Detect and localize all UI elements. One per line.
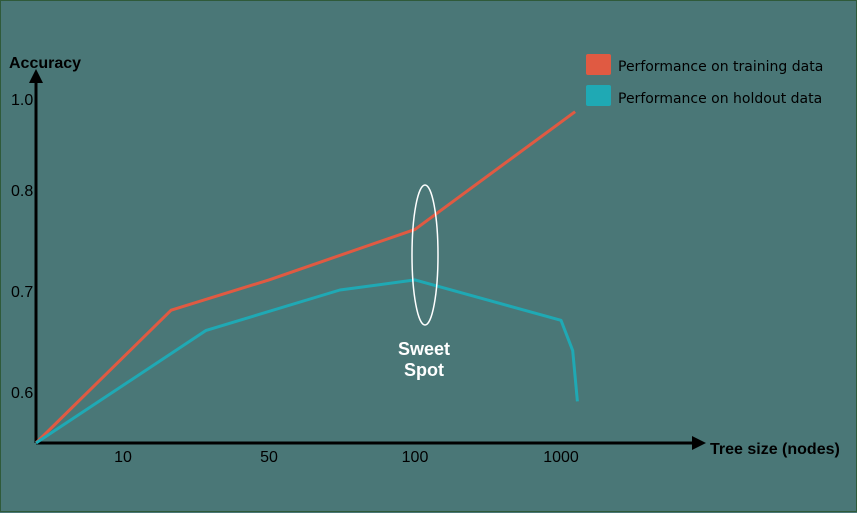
y-axis-arrow (29, 69, 43, 83)
legend-label-holdout: Performance on holdout data (618, 91, 822, 107)
series-line-training (34, 110, 576, 445)
legend-swatch-holdout (586, 85, 611, 106)
series-line-holdout (35, 278, 579, 445)
legend-label-training: Performance on training data (618, 59, 823, 75)
y-tick-label: 0.8 (11, 183, 33, 200)
legend: Performance on training data Performance… (586, 54, 823, 107)
x-tick-label: 100 (402, 449, 429, 466)
sweet-spot-label: Sweet (398, 339, 450, 359)
x-tick-label: 10 (114, 449, 132, 466)
y-tick-label: 0.7 (11, 284, 33, 301)
x-tick-label: 50 (260, 449, 278, 466)
y-axis-title: Accuracy (9, 55, 81, 72)
sweet-spot-label: Spot (404, 360, 444, 380)
x-tick-label: 1000 (543, 449, 579, 466)
legend-swatch-training (586, 54, 611, 75)
x-axis-title: Tree size (nodes) (710, 441, 840, 458)
x-axis-arrow (692, 436, 706, 450)
y-tick-label: 1.0 (11, 92, 33, 109)
sweet-spot-ellipse (411, 184, 439, 326)
y-tick-label: 0.6 (11, 385, 33, 402)
